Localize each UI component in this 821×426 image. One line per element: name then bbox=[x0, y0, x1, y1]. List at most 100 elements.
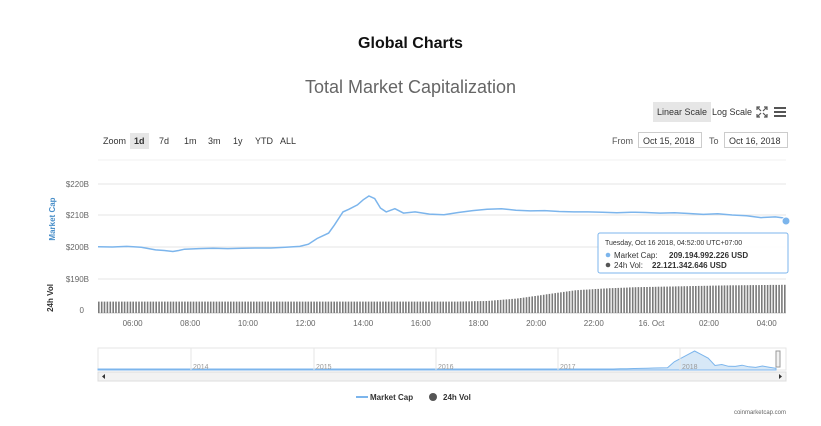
volume-bar bbox=[198, 301, 201, 313]
volume-bar bbox=[244, 301, 246, 313]
zoom-1y-button[interactable]: 1y bbox=[233, 136, 243, 146]
volume-bar bbox=[247, 301, 249, 313]
volume-bar bbox=[319, 301, 321, 313]
volume-bar bbox=[387, 301, 390, 313]
fullscreen-icon[interactable] bbox=[754, 104, 770, 120]
legend[interactable]: Market Cap 24h Vol bbox=[356, 393, 471, 402]
volume-bar bbox=[646, 287, 648, 313]
x-tick-label: 16:00 bbox=[411, 319, 432, 328]
tooltip-vol-value: 22.121.342.646 USD bbox=[652, 261, 727, 270]
zoom-all-button[interactable]: ALL bbox=[280, 136, 297, 146]
navigator-scrollbar[interactable] bbox=[97, 371, 787, 382]
zoom-1m-button[interactable]: 1m bbox=[184, 136, 197, 146]
hamburger-menu-icon[interactable] bbox=[772, 104, 788, 120]
zoom-1d-button[interactable]: 1d bbox=[130, 133, 149, 149]
volume-bar bbox=[178, 301, 180, 313]
zoom-3m-button[interactable]: 3m bbox=[208, 136, 221, 146]
zoom-7d-button[interactable]: 7d bbox=[159, 136, 170, 146]
volume-bar bbox=[195, 301, 198, 313]
linear-scale-button[interactable]: Linear Scale bbox=[653, 102, 712, 122]
x-axis: 06:00 08:00 10:00 12:00 14:00 16:00 18:00 20:00… bbox=[123, 319, 778, 328]
volume-bar bbox=[623, 287, 625, 313]
volume-bar bbox=[514, 298, 516, 313]
volume-bar bbox=[649, 286, 651, 313]
volume-bar bbox=[342, 301, 344, 313]
volume-bar bbox=[674, 286, 677, 313]
y-axis-title: Market Cap bbox=[48, 197, 57, 240]
zoom-ytd-button[interactable]: YTD bbox=[255, 136, 273, 146]
volume-bar bbox=[402, 301, 404, 313]
navigator[interactable]: 2014 2015 2016 2017 2018 bbox=[97, 347, 787, 382]
volume-bar bbox=[568, 291, 571, 313]
log-scale-button[interactable]: Log Scale bbox=[712, 107, 753, 117]
volume-bar bbox=[132, 301, 134, 313]
volume-bar bbox=[672, 286, 674, 313]
volume-bar bbox=[439, 301, 442, 313]
volume-bar bbox=[221, 301, 223, 313]
volume-bar bbox=[350, 301, 353, 313]
volume-bar bbox=[448, 301, 450, 313]
volume-bar bbox=[784, 284, 786, 313]
navigator-handle[interactable] bbox=[775, 350, 781, 368]
volume-bar bbox=[577, 290, 579, 313]
scroll-right-icon[interactable] bbox=[779, 374, 782, 379]
credit-link[interactable]: coinmarketcap.com bbox=[734, 410, 786, 416]
volume-bar bbox=[499, 299, 502, 313]
volume-bar bbox=[606, 288, 608, 313]
volume-bar bbox=[261, 301, 264, 313]
volume-bar bbox=[738, 285, 740, 313]
volume-bar bbox=[445, 301, 447, 313]
volume-bar bbox=[723, 285, 726, 313]
volume-bar bbox=[184, 301, 186, 313]
y-tick-210: $210B bbox=[66, 211, 89, 220]
volume-bar bbox=[166, 301, 169, 313]
volume-bar bbox=[769, 284, 772, 313]
volume-bar bbox=[614, 288, 617, 313]
volume-bar bbox=[241, 301, 244, 313]
volume-bar bbox=[585, 289, 588, 313]
volume-bar bbox=[422, 301, 424, 313]
volume-bar bbox=[542, 294, 545, 313]
volume-bar bbox=[227, 301, 229, 313]
scroll-left-icon[interactable] bbox=[102, 374, 105, 379]
volume-bar bbox=[410, 301, 413, 313]
volume-bar bbox=[290, 301, 292, 313]
volume-bar bbox=[657, 286, 660, 313]
from-date-input[interactable]: Oct 15, 2018 bbox=[638, 132, 702, 148]
volume-bar bbox=[215, 301, 218, 313]
volume-bar bbox=[580, 289, 582, 313]
volume-bar bbox=[106, 301, 109, 313]
volume-bar bbox=[152, 301, 155, 313]
x-tick-label: 12:00 bbox=[295, 319, 316, 328]
navigator-tick-label: 2016 bbox=[438, 364, 454, 371]
volume-bar bbox=[255, 301, 258, 313]
volume-bar bbox=[540, 295, 542, 313]
volume-bar bbox=[715, 285, 717, 313]
x-tick-label: 10:00 bbox=[238, 319, 259, 328]
tooltip-marketcap-label: Market Cap: bbox=[614, 251, 658, 260]
volume-bar bbox=[591, 289, 594, 313]
volume-bar bbox=[135, 301, 137, 313]
volume-bar bbox=[296, 301, 298, 313]
volume-bar bbox=[511, 298, 513, 313]
volume-bar bbox=[781, 284, 783, 313]
volume-bar bbox=[525, 297, 528, 313]
volume-bar bbox=[158, 301, 160, 313]
volume-bar bbox=[232, 301, 235, 313]
volume-bar bbox=[100, 301, 103, 313]
tooltip-marketcap-value: 209.194.992.226 USD bbox=[669, 251, 748, 260]
volume-bar bbox=[453, 301, 456, 313]
navigator-tick-label: 2015 bbox=[316, 364, 332, 371]
volume-bar bbox=[298, 301, 301, 313]
volume-bar bbox=[189, 301, 192, 313]
volume-bar bbox=[287, 301, 289, 313]
volume-bar bbox=[652, 286, 654, 313]
volume-bar bbox=[557, 292, 559, 313]
volume-bar bbox=[103, 301, 106, 313]
zoom-label: Zoom bbox=[103, 136, 127, 146]
to-date-input[interactable]: Oct 16, 2018 bbox=[724, 132, 788, 148]
x-tick-label: 20:00 bbox=[526, 319, 547, 328]
navigator-tick-label: 2017 bbox=[560, 364, 576, 371]
volume-bar bbox=[548, 293, 551, 313]
